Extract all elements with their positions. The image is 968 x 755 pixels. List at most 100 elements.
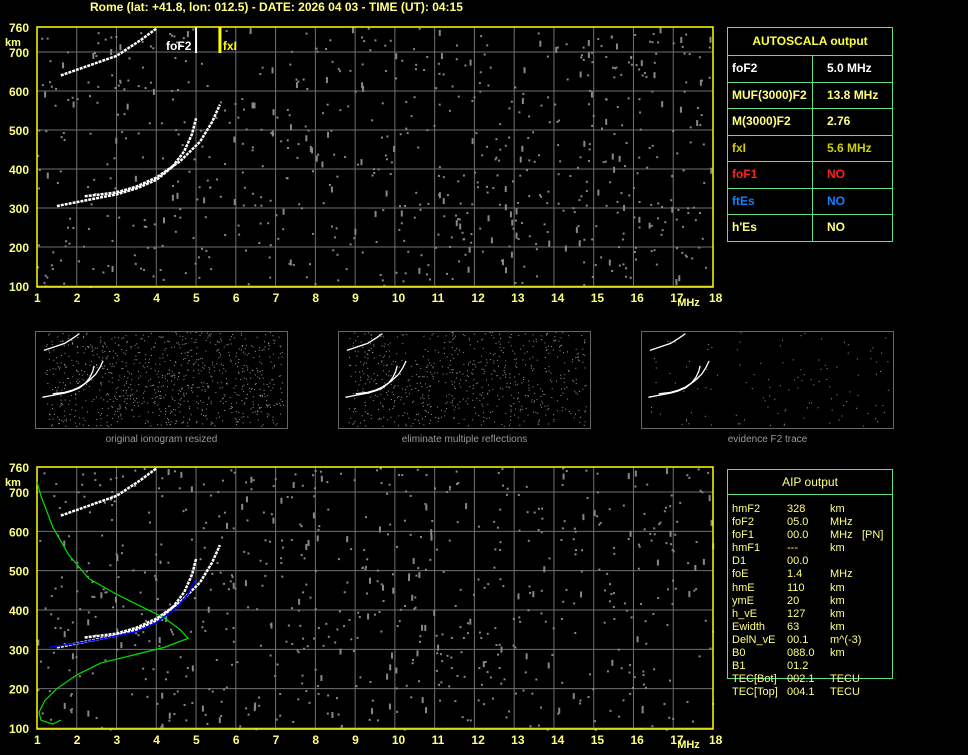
noise-dot xyxy=(54,587,57,590)
noise-dot xyxy=(197,407,199,409)
noise-dot xyxy=(452,405,454,407)
noise-dot xyxy=(237,421,239,423)
noise-dot xyxy=(209,186,212,189)
noise-dot xyxy=(388,350,390,352)
noise-dot xyxy=(366,413,368,415)
noise-dot xyxy=(560,374,562,376)
noise-dot xyxy=(360,376,362,378)
noise-dot xyxy=(126,341,128,343)
noise-dot xyxy=(289,259,292,266)
noise-dot xyxy=(197,369,199,371)
noise-dot xyxy=(542,402,544,404)
noise-dot xyxy=(237,224,240,227)
noise-dot xyxy=(479,227,482,230)
noise-dot xyxy=(535,338,537,340)
noise-dot xyxy=(535,411,537,413)
noise-dot xyxy=(566,386,568,388)
noise-dot xyxy=(697,468,700,471)
noise-dot xyxy=(247,713,250,716)
noise-dot xyxy=(247,416,249,418)
noise-dot xyxy=(615,43,618,50)
noise-dot xyxy=(491,373,493,375)
autoscala-table: AUTOSCALA output foF2 5.0 MHz MUF(3000)F2 1… xyxy=(727,27,893,242)
noise-dot xyxy=(425,473,428,476)
noise-dot xyxy=(41,84,44,87)
noise-dot xyxy=(605,118,608,125)
autoscala-row: MUF(3000)F2 13.8 MHz xyxy=(728,82,892,109)
noise-dot xyxy=(494,421,496,423)
noise-dot xyxy=(144,619,147,622)
noise-dot xyxy=(666,624,669,627)
noise-dot xyxy=(211,376,213,378)
noise-dot xyxy=(357,611,360,614)
noise-dot xyxy=(166,380,168,382)
noise-dot xyxy=(57,387,59,389)
aip-row: Ewidth 63 km xyxy=(732,621,883,634)
noise-dot xyxy=(191,356,193,358)
noise-dot xyxy=(317,685,320,688)
noise-dot xyxy=(486,44,489,47)
noise-dot xyxy=(161,619,164,622)
noise-dot xyxy=(295,78,298,81)
noise-dot xyxy=(179,656,182,659)
noise-dot xyxy=(64,363,66,365)
noise-dot xyxy=(446,654,449,657)
noise-dot xyxy=(594,728,597,731)
noise-dot xyxy=(208,398,210,400)
noise-dot xyxy=(454,350,456,352)
autoscala-value: 5.6 MHz xyxy=(827,140,872,155)
noise-dot xyxy=(68,377,70,379)
noise-dot xyxy=(514,219,517,222)
noise-dot xyxy=(241,388,243,390)
autoscala-key: foF2 xyxy=(728,56,813,82)
noise-dot xyxy=(237,371,239,373)
noise-dot xyxy=(201,408,203,410)
noise-dot xyxy=(408,575,411,582)
noise-dot xyxy=(76,425,78,427)
aip-cell: MHz xyxy=(830,568,853,581)
noise-dot xyxy=(206,179,209,182)
noise-dot xyxy=(58,422,60,424)
noise-dot xyxy=(405,423,407,425)
noise-dot xyxy=(85,363,87,365)
noise-dot xyxy=(96,347,98,349)
noise-dot xyxy=(272,416,274,418)
noise-dot xyxy=(122,390,124,392)
noise-dot xyxy=(486,185,489,188)
noise-dot xyxy=(536,359,538,361)
noise-dot xyxy=(217,382,219,384)
thumbnail-image xyxy=(42,332,284,427)
noise-dot xyxy=(259,388,261,390)
noise-dot xyxy=(117,576,120,579)
noise-dot xyxy=(235,378,237,380)
noise-dot xyxy=(418,390,420,392)
noise-dot xyxy=(63,382,65,384)
noise-dot xyxy=(79,381,81,383)
noise-dot xyxy=(240,379,242,381)
noise-dot xyxy=(592,688,595,691)
noise-dot xyxy=(481,355,483,357)
noise-dot xyxy=(637,567,640,570)
noise-dot xyxy=(63,345,65,347)
noise-dot xyxy=(387,390,389,392)
noise-dot xyxy=(336,175,339,178)
noise-dot xyxy=(192,377,194,379)
noise-dot xyxy=(157,424,159,426)
noise-dot xyxy=(477,525,480,528)
noise-dot xyxy=(195,341,197,343)
noise-dot xyxy=(419,422,421,424)
noise-dot xyxy=(278,375,280,377)
noise-dot xyxy=(314,469,317,472)
noise-dot xyxy=(451,347,453,349)
noise-dot xyxy=(406,395,408,397)
noise-dot xyxy=(800,369,802,371)
noise-dot xyxy=(101,413,103,415)
aip-cell: B1 xyxy=(732,660,746,673)
noise-dot xyxy=(307,540,310,547)
noise-dot xyxy=(560,618,563,621)
noise-dot xyxy=(218,412,220,414)
noise-dot xyxy=(646,166,649,169)
noise-dot xyxy=(500,259,503,262)
noise-dot xyxy=(527,395,529,397)
noise-dot xyxy=(670,199,673,202)
